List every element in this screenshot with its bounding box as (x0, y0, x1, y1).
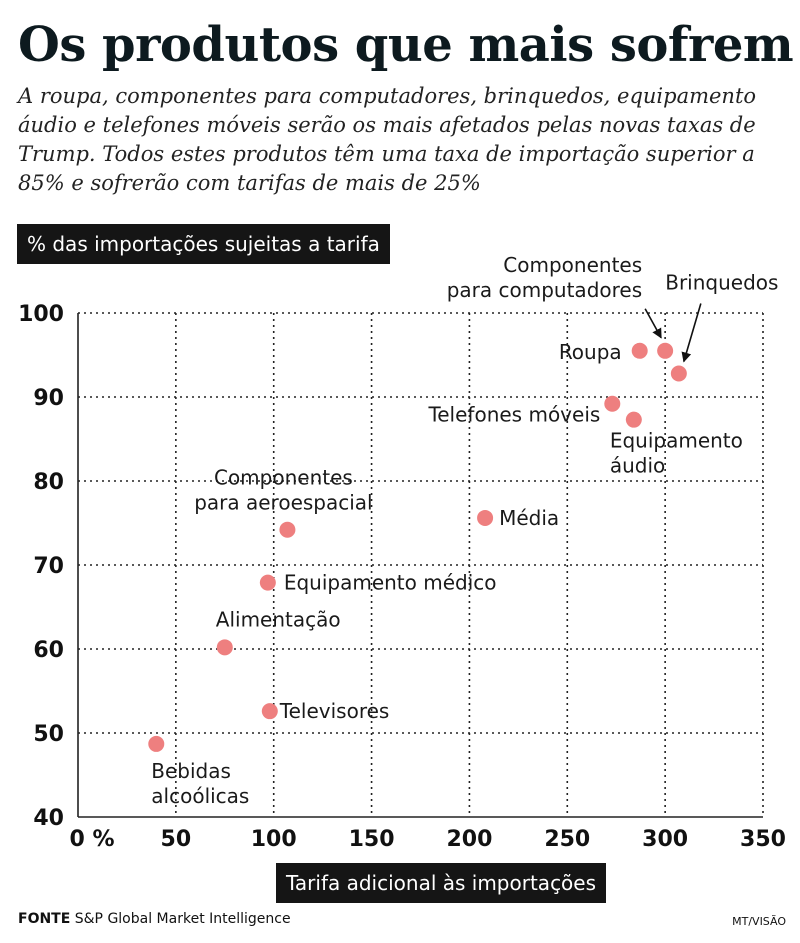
x-tick-label: 350 (740, 827, 786, 852)
y-tick-label: 60 (33, 638, 64, 663)
y-tick-label: 50 (33, 722, 64, 747)
data-point (477, 509, 494, 526)
source-note: FONTE S&P Global Market Intelligence (18, 911, 291, 927)
point-label: Roupa (559, 340, 622, 364)
point-label: Televisores (279, 699, 390, 723)
point-label: Média (499, 506, 559, 530)
y-tick-label: 90 (33, 386, 64, 411)
data-point (657, 342, 674, 359)
point-label: Alimentação (216, 607, 341, 631)
data-point (148, 735, 165, 752)
data-point (631, 342, 648, 359)
annotation-arrows (644, 303, 702, 363)
data-point (259, 574, 276, 591)
x-tick-labels: 0 % 50 100 150 200 250 300 350 (69, 827, 785, 852)
data-point (604, 395, 621, 412)
y-tick-label: 100 (18, 302, 64, 327)
data-point (261, 703, 278, 720)
data-points (148, 342, 687, 752)
data-point (279, 521, 296, 538)
chart-subtitle: A roupa, componentes para computadores, … (18, 84, 757, 195)
y-tick-label: 80 (33, 470, 64, 495)
x-tick-label: 0 % (69, 827, 114, 852)
source-text: S&P Global Market Intelligence (74, 911, 291, 927)
point-label: Equipamento médico (284, 571, 497, 595)
y-tick-label: 40 (33, 806, 64, 831)
point-labels: Componentes para computadores Brinquedos Ro… (151, 253, 778, 808)
chart-title: Os produtos que mais sofrem (18, 17, 794, 73)
arrow-brinquedos (681, 303, 702, 363)
x-tick-label: 50 (161, 827, 192, 852)
source-label: FONTE (18, 911, 71, 927)
point-label: Componentes para computadores (447, 253, 642, 302)
x-tick-label: 150 (349, 827, 395, 852)
x-tick-label: 200 (446, 827, 492, 852)
data-point (670, 365, 687, 382)
x-tick-label: 250 (544, 827, 590, 852)
credit: MT/VISÃO (732, 915, 786, 928)
x-axis-label: Tarifa adicional às importações (276, 863, 607, 903)
point-label: Componentes para aeroespacial (194, 466, 372, 515)
arrow-componentes-computadores (644, 308, 662, 339)
point-label: Equipamento áudio (610, 429, 743, 478)
grid-lines (77, 312, 764, 818)
y-axis-label: % das importações sujeitas a tarifa (17, 224, 390, 264)
y-tick-label: 70 (33, 554, 64, 579)
data-point (625, 411, 642, 428)
point-label: Brinquedos (665, 270, 778, 294)
point-label: Bebidas alcoólicas (151, 759, 249, 808)
y-tick-labels: 100 90 80 70 60 50 40 (18, 302, 64, 831)
x-tick-label: 300 (642, 827, 688, 852)
x-tick-label: 100 (251, 827, 297, 852)
point-label: Telefones móveis (427, 403, 600, 427)
data-point (216, 639, 233, 656)
